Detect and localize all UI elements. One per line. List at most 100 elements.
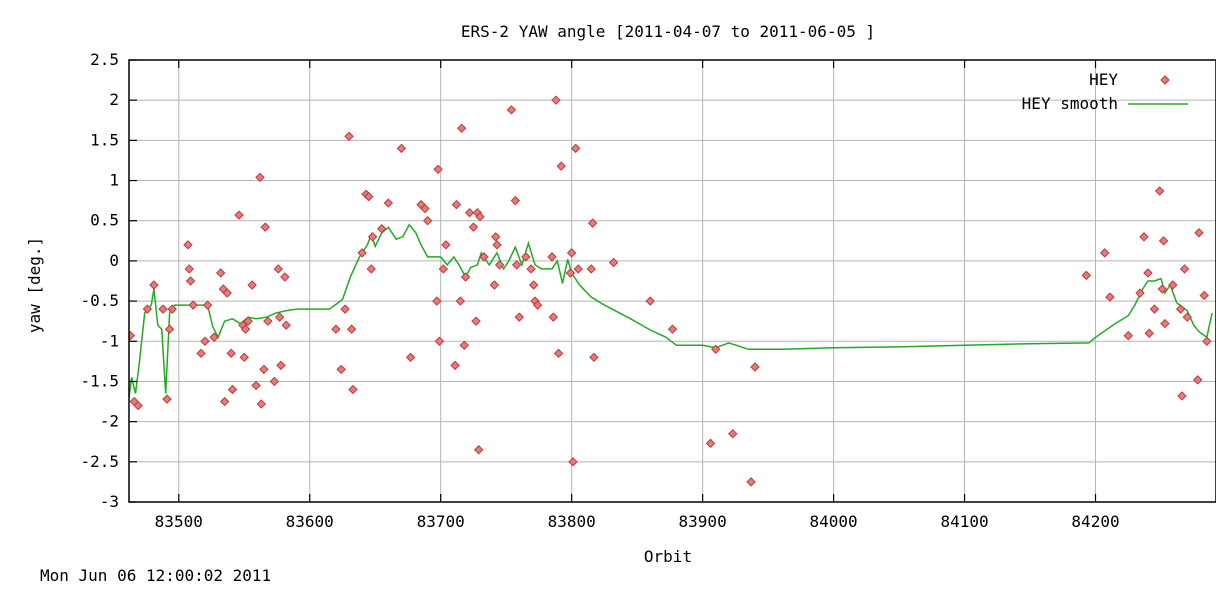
- data-point-hey: [746, 477, 756, 487]
- data-point-hey: [167, 304, 177, 314]
- data-point-hey: [340, 304, 350, 314]
- data-point-hey: [438, 264, 449, 274]
- data-point-hey: [1177, 391, 1187, 401]
- x-tick-label: 83800: [548, 512, 596, 531]
- data-point-hey: [363, 191, 374, 202]
- data-point-hey: [473, 445, 484, 455]
- data-point-hey: [521, 252, 531, 262]
- data-point-hey: [494, 260, 505, 270]
- axis-ticks: 83500 83600 83700 83800 83900 84000 84100 84200…: [80, 50, 1119, 531]
- y-tick-label: 0: [109, 251, 119, 270]
- data-point-hey: [215, 268, 226, 278]
- y-tick-label: 1: [109, 171, 119, 190]
- y-tick-label: -1: [100, 331, 119, 350]
- data-point-hey: [489, 280, 500, 290]
- data-point-hey: [566, 248, 577, 258]
- data-point-hey: [133, 400, 143, 411]
- data-point-hey: [183, 240, 193, 250]
- data-point-hey: [587, 218, 598, 228]
- y-tick-label: -2.5: [80, 452, 119, 471]
- data-point-hey: [526, 264, 536, 274]
- series-line-hey-smooth: [129, 223, 1213, 398]
- data-point-hey: [263, 316, 273, 326]
- data-point-hey: [1175, 304, 1186, 314]
- data-point-hey: [514, 312, 524, 322]
- data-point-hey: [336, 364, 346, 375]
- data-point-hey: [464, 207, 475, 218]
- data-point-hey: [492, 240, 502, 250]
- data-point-hey: [281, 320, 291, 330]
- data-point-hey: [405, 352, 416, 363]
- data-point-hey: [547, 252, 557, 262]
- data-point-hey: [586, 264, 597, 274]
- plot-series: [129, 95, 1213, 487]
- y-tick-label: 1.5: [90, 130, 119, 149]
- data-point-hey: [456, 123, 467, 134]
- data-point-hey: [548, 312, 559, 322]
- data-point-hey: [1143, 268, 1153, 278]
- data-point-hey: [1099, 248, 1110, 258]
- data-point-hey: [1168, 280, 1178, 290]
- data-point-hey: [251, 380, 261, 391]
- y-tick-label: -2: [100, 412, 119, 431]
- data-point-hey: [511, 260, 522, 270]
- data-point-hey: [227, 384, 238, 395]
- data-point-hey: [455, 296, 466, 306]
- data-point-hey: [357, 248, 367, 258]
- data-point-hey: [433, 164, 443, 175]
- data-point-hey: [200, 336, 210, 346]
- data-point-hey: [711, 344, 721, 355]
- x-tick-label: 83600: [286, 512, 334, 531]
- x-tick-label: 84200: [1071, 512, 1119, 531]
- data-point-hey: [377, 224, 387, 234]
- legend: HEY HEY smooth: [1022, 70, 1188, 113]
- data-point-hey: [1081, 270, 1092, 281]
- plot-frame: [128, 59, 1216, 503]
- data-point-hey: [255, 172, 265, 183]
- data-point-hey: [490, 232, 501, 242]
- data-point-hey: [459, 340, 469, 350]
- data-point-hey: [344, 131, 354, 142]
- data-point-hey: [209, 332, 219, 342]
- data-point-hey: [162, 394, 172, 404]
- data-point-hey: [276, 360, 286, 371]
- y-tick-label: -3: [100, 492, 119, 511]
- data-point-hey: [1149, 304, 1160, 314]
- data-point-hey: [331, 324, 341, 334]
- data-point-hey: [269, 376, 280, 387]
- data-point-hey: [1157, 284, 1168, 294]
- data-point-hey: [1135, 288, 1145, 298]
- data-point-hey: [573, 264, 583, 274]
- y-tick-label: 0.5: [90, 211, 119, 230]
- data-point-hey: [256, 399, 266, 409]
- y-tick-label: 2: [109, 90, 119, 109]
- data-point-hey: [243, 316, 253, 326]
- data-point-hey: [149, 280, 159, 290]
- data-point-hey: [468, 222, 479, 232]
- data-point-hey: [129, 330, 136, 341]
- data-point-hey: [422, 216, 433, 226]
- data-point-hey: [1199, 290, 1209, 301]
- data-point-hey: [434, 336, 445, 346]
- y-tick-label: 2.5: [90, 50, 119, 69]
- data-point-hey: [1123, 330, 1133, 341]
- data-point-hey: [185, 276, 196, 286]
- y-tick-label: -1.5: [80, 371, 119, 390]
- data-point-hey: [158, 304, 168, 314]
- data-point-hey: [728, 428, 738, 439]
- data-point-hey: [222, 288, 232, 298]
- data-point-hey: [260, 222, 270, 232]
- y-tick-label: -0.5: [80, 291, 119, 310]
- legend-label-hey-smooth: HEY smooth: [1022, 94, 1118, 113]
- legend-label-hey: HEY: [1089, 70, 1118, 89]
- data-point-hey: [570, 143, 581, 154]
- data-point-hey: [1179, 264, 1190, 274]
- data-point-hey: [366, 264, 376, 274]
- data-point-hey: [259, 364, 269, 375]
- data-point-hey: [239, 352, 249, 363]
- data-point-hey: [471, 316, 481, 326]
- data-point-hey: [479, 252, 489, 262]
- data-point-hey: [202, 300, 213, 310]
- data-point-hey: [346, 324, 357, 334]
- data-point-hey: [589, 352, 599, 363]
